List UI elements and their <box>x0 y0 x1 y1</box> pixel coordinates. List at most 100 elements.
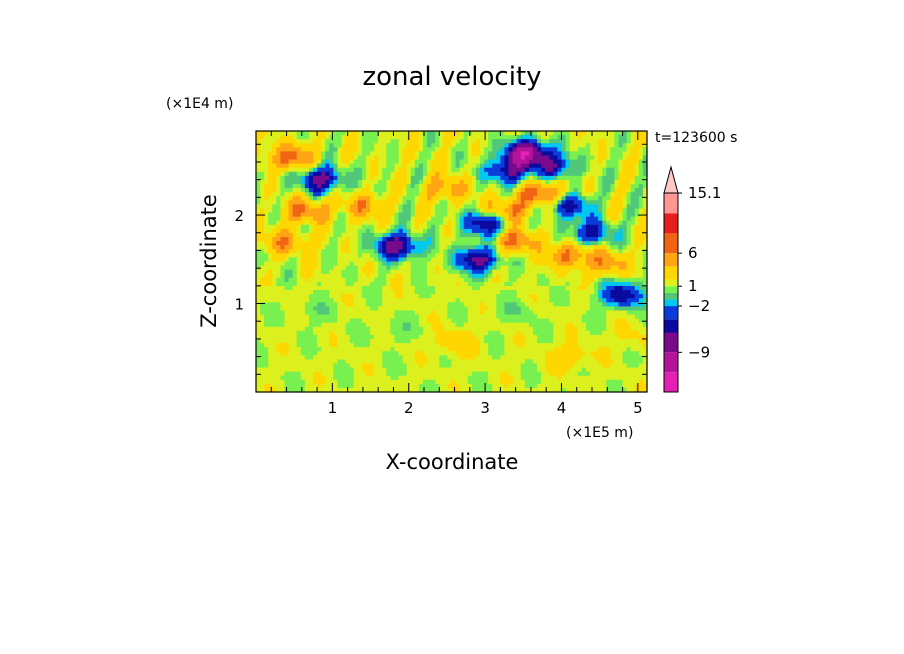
field-cell <box>492 131 497 136</box>
field-cell <box>431 253 436 259</box>
field-cell <box>459 306 465 312</box>
field-cell <box>422 281 428 287</box>
field-cell <box>317 343 322 348</box>
field-cell <box>402 188 408 193</box>
field-cell <box>333 216 339 222</box>
field-cell <box>308 334 314 340</box>
field-cell <box>268 375 273 381</box>
field-cell <box>394 249 400 254</box>
field-cell <box>357 355 363 360</box>
field-cell <box>528 318 534 324</box>
field-cell <box>431 257 436 263</box>
field-cell <box>516 387 522 393</box>
field-cell <box>260 326 265 332</box>
field-cell <box>435 265 440 271</box>
field-cell <box>451 367 457 373</box>
field-cell <box>345 285 351 291</box>
field-cell <box>308 131 314 136</box>
field-cell <box>549 241 554 246</box>
field-cell <box>557 379 563 385</box>
field-cell <box>471 196 477 201</box>
field-cell <box>357 249 363 254</box>
field-cell <box>496 163 501 169</box>
field-cell <box>300 237 306 242</box>
field-cell <box>390 192 396 197</box>
field-cell <box>394 281 400 287</box>
field-cell <box>398 155 404 161</box>
field-cell <box>296 273 302 279</box>
field-cell <box>418 355 424 360</box>
field-cell <box>325 212 330 218</box>
field-cell <box>545 359 550 365</box>
field-cell <box>418 367 424 373</box>
field-cell <box>256 253 261 259</box>
field-cell <box>532 290 538 295</box>
field-cell <box>292 188 298 193</box>
field-cell <box>325 343 330 348</box>
field-cell <box>512 322 518 328</box>
field-cell <box>561 147 567 152</box>
field-cell <box>361 159 367 165</box>
field-cell <box>414 253 420 259</box>
field-cell <box>475 224 481 230</box>
field-cell <box>386 298 391 303</box>
field-cell <box>333 253 339 259</box>
field-cell <box>492 375 497 381</box>
field-cell <box>280 245 286 250</box>
field-cell <box>418 192 424 197</box>
field-cell <box>325 167 330 173</box>
field-cell <box>410 257 416 263</box>
field-cell <box>467 367 473 373</box>
field-cell <box>268 281 273 287</box>
field-cell <box>374 265 379 271</box>
field-cell <box>406 163 412 169</box>
field-cell <box>435 184 440 189</box>
field-cell <box>422 277 428 283</box>
field-cell <box>333 322 339 328</box>
field-cell <box>500 306 506 312</box>
field-cell <box>365 171 371 177</box>
field-cell <box>333 175 339 181</box>
field-cell <box>410 314 416 320</box>
field-cell <box>329 232 334 238</box>
field-cell <box>484 143 489 148</box>
field-cell <box>508 167 514 173</box>
field-cell <box>471 171 477 177</box>
field-cell <box>317 167 322 173</box>
field-cell <box>378 281 383 287</box>
field-cell <box>349 306 355 312</box>
field-cell <box>304 265 310 271</box>
field-cell <box>516 379 522 385</box>
field-cell <box>512 228 518 234</box>
field-cell <box>541 294 546 299</box>
field-cell <box>264 326 269 332</box>
field-cell <box>528 143 534 148</box>
field-cell <box>565 294 571 299</box>
field-cell <box>365 330 371 336</box>
field-cell <box>549 375 554 381</box>
field-cell <box>492 294 497 299</box>
field-cell <box>553 179 558 185</box>
field-cell <box>508 163 514 169</box>
field-cell <box>553 298 558 303</box>
field-cell <box>378 277 383 283</box>
field-cell <box>406 347 412 352</box>
field-cell <box>341 175 347 181</box>
field-cell <box>256 359 261 365</box>
field-cell <box>268 351 273 356</box>
field-cell <box>484 330 489 336</box>
field-cell <box>272 367 277 373</box>
field-cell <box>565 298 571 303</box>
field-cell <box>321 249 326 254</box>
field-cell <box>475 188 481 193</box>
field-cell <box>296 371 302 377</box>
field-cell <box>378 163 383 169</box>
field-cell <box>317 318 322 324</box>
field-cell <box>280 224 286 230</box>
field-cell <box>370 306 375 312</box>
field-cell <box>276 281 282 287</box>
field-cell <box>317 224 322 230</box>
field-cell <box>382 249 387 254</box>
field-cell <box>520 184 526 189</box>
field-cell <box>284 192 290 197</box>
